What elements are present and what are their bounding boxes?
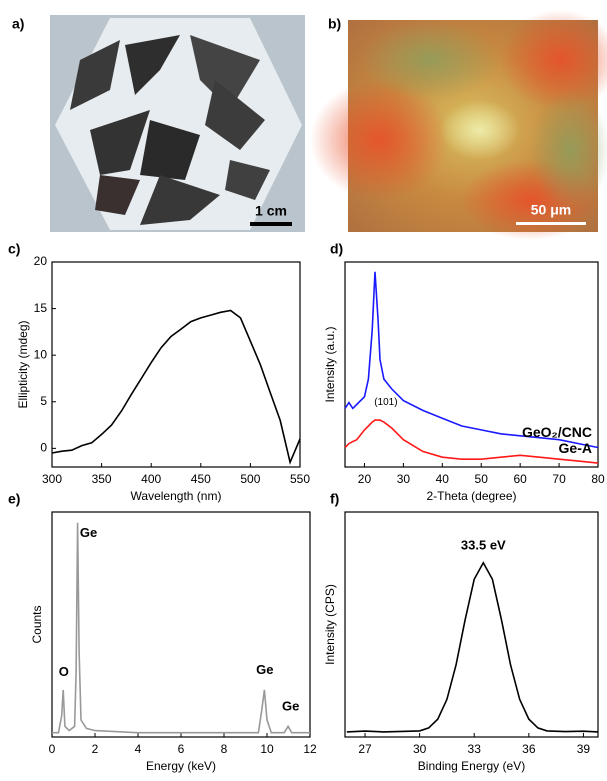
x-tick-label: 39	[577, 742, 591, 756]
x-tick-label: 300	[42, 472, 62, 486]
data-line	[51, 309, 301, 465]
x-tick-label: 550	[290, 472, 310, 486]
photo-a: 1 cm a)	[12, 15, 305, 232]
y-axis-label: Counts	[30, 605, 44, 643]
panel-label: b)	[328, 16, 341, 32]
x-tick-label: 30	[413, 742, 427, 756]
y-tick-label: 20	[34, 254, 48, 268]
x-tick-label: 500	[240, 472, 260, 486]
panel-label: e)	[8, 491, 20, 507]
y-axis-label: Intensity (a.u.)	[323, 326, 337, 402]
plot-frame	[51, 261, 301, 468]
x-tick-label: 70	[552, 472, 566, 486]
x-tick-label: 4	[135, 742, 142, 756]
x-axis-label: Wavelength (nm)	[131, 489, 222, 503]
y-tick-label: 10	[34, 347, 48, 361]
photo-b: 50 μm b)	[310, 10, 607, 240]
series-label: Ge-A	[559, 440, 592, 456]
x-tick-label: 10	[260, 742, 274, 756]
x-tick-label: 27	[358, 742, 372, 756]
y-axis-label: Ellipticity (mdeg)	[16, 320, 30, 408]
panel-label: f)	[330, 491, 339, 507]
data-line	[346, 561, 599, 733]
y-tick-label: 15	[34, 301, 48, 315]
y-axis-label: Intensity (CPS)	[323, 584, 337, 665]
x-axis-label: Energy (keV)	[146, 759, 216, 773]
plot-frame	[344, 511, 599, 738]
data-line	[52, 522, 310, 734]
x-tick-label: 2	[92, 742, 99, 756]
y-tick-label: 5	[40, 394, 47, 408]
annotation: Ge	[282, 698, 299, 713]
x-axis-label: Binding Energy (eV)	[418, 759, 525, 773]
x-tick-label: 40	[436, 472, 450, 486]
scale-bar-label: 1 cm	[255, 203, 287, 219]
x-tick-label: 400	[141, 472, 161, 486]
x-tick-label: 20	[358, 472, 372, 486]
x-tick-label: 30	[397, 472, 411, 486]
x-tick-label: 60	[513, 472, 527, 486]
x-tick-label: 36	[522, 742, 536, 756]
annotation: 33.5 eV	[461, 537, 506, 552]
scale-bar-label: 50 μm	[531, 202, 571, 218]
x-tick-label: 50	[475, 472, 489, 486]
y-tick-label: 0	[40, 441, 47, 455]
data-line	[344, 271, 599, 449]
plot-frame	[51, 511, 311, 738]
x-tick-label: 8	[221, 742, 228, 756]
panel-label: c)	[8, 241, 20, 257]
x-tick-label: 80	[591, 472, 605, 486]
x-tick-label: 33	[468, 742, 482, 756]
panel-label: a)	[12, 16, 24, 32]
panel-label: d)	[330, 241, 343, 257]
annotation: O	[59, 664, 69, 679]
annotation: Ge	[80, 525, 97, 540]
annotation: (101)	[374, 397, 397, 408]
x-tick-label: 0	[49, 742, 56, 756]
x-tick-label: 350	[92, 472, 112, 486]
annotation: Ge	[256, 662, 273, 677]
x-tick-label: 6	[178, 742, 185, 756]
x-axis-label: 2-Theta (degree)	[426, 489, 516, 503]
x-tick-label: 12	[303, 742, 317, 756]
data-line	[344, 419, 599, 464]
series-label: GeO₂/CNC	[522, 424, 592, 440]
plot-frame	[344, 261, 599, 468]
x-tick-label: 450	[191, 472, 211, 486]
